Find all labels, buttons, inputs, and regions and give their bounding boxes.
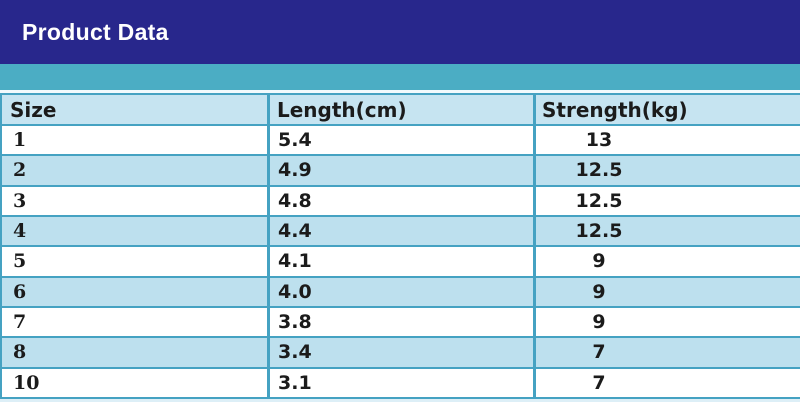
- column-header-strength: Strength(kg): [533, 95, 800, 124]
- strength-cell: 7: [533, 368, 800, 397]
- bottom-strip: [0, 399, 800, 402]
- table-row: 5 4.1 9: [2, 247, 800, 278]
- size-cell: 3: [13, 189, 27, 212]
- column-header-length: Length(cm): [267, 95, 533, 124]
- length-cell: 4.4: [267, 216, 533, 246]
- table-row: 4 4.4 12.5: [2, 216, 800, 248]
- strength-cell: 9: [533, 307, 800, 337]
- size-cell: 4: [13, 220, 27, 243]
- size-cell: 7: [13, 311, 27, 334]
- table-row: 3 4.8 12.5: [2, 186, 800, 217]
- strength-cell: 12.5: [533, 186, 800, 215]
- length-cell: 3.8: [267, 307, 533, 337]
- length-cell: 5.4: [267, 126, 533, 155]
- table-header-row: Size Length(cm) Strength(kg): [2, 95, 800, 126]
- strength-cell: 9: [533, 247, 800, 276]
- size-cell: 2: [13, 159, 27, 182]
- strength-cell: 7: [533, 338, 800, 367]
- table-row: 6 4.0 9: [2, 277, 800, 308]
- length-cell: 4.0: [267, 277, 533, 306]
- size-cell: 6: [13, 280, 27, 303]
- page-title: Product Data: [22, 18, 169, 45]
- length-cell: 4.1: [267, 247, 533, 276]
- size-cell: 8: [13, 341, 27, 364]
- table-row: 8 3.4 7: [2, 338, 800, 369]
- strength-cell: 12.5: [533, 216, 800, 246]
- strength-cell: 12.5: [533, 156, 800, 185]
- table-row: 2 4.9 12.5: [2, 156, 800, 187]
- length-cell: 3.1: [267, 368, 533, 397]
- column-header-size: Size: [10, 97, 57, 122]
- size-cell: 1: [13, 129, 27, 152]
- strength-cell: 9: [533, 277, 800, 306]
- length-cell: 4.8: [267, 186, 533, 215]
- table-row: 10 3.1 7: [2, 368, 800, 399]
- length-cell: 4.9: [267, 156, 533, 185]
- title-banner: Product Data: [0, 0, 800, 64]
- size-cell: 5: [13, 250, 27, 273]
- size-cell: 10: [13, 371, 40, 394]
- product-data-table: Size Length(cm) Strength(kg) 1 5.4 13 2 …: [0, 93, 800, 399]
- decorative-teal-strip: [0, 64, 800, 90]
- length-cell: 3.4: [267, 338, 533, 367]
- table-row: 1 5.4 13: [2, 126, 800, 157]
- table-row: 7 3.8 9: [2, 307, 800, 339]
- divider-gap: [0, 90, 800, 93]
- strength-cell: 13: [533, 126, 800, 155]
